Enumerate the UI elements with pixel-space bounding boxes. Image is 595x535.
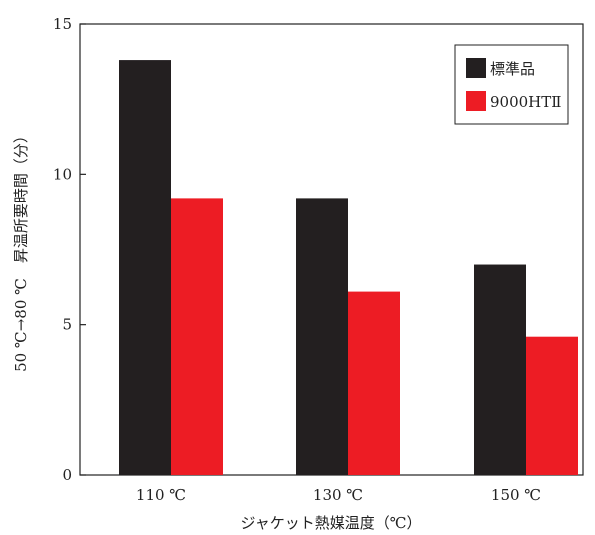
- y-axis-title: 50 ℃→80 ℃ 昇温所要時間（分）: [12, 128, 30, 372]
- y-tick-label: 5: [62, 316, 72, 334]
- x-tick-label: 150 ℃: [491, 486, 541, 504]
- x-axis-title: ジャケット熱媒温度（℃）: [240, 514, 421, 532]
- bar-series-2: [171, 198, 223, 476]
- y-tick-label: 10: [53, 165, 72, 183]
- bar-series-2: [526, 336, 578, 475]
- legend-label-series-2: 9000HTⅡ: [490, 93, 561, 111]
- legend-frame: [454, 44, 569, 125]
- bar-series-1: [119, 60, 171, 476]
- bar-series-2: [348, 291, 400, 475]
- x-tick-label: 110 ℃: [136, 486, 186, 504]
- y-tick-label: 0: [62, 466, 72, 484]
- legend-swatch-series-1: [466, 58, 486, 78]
- legend-swatch-series-2: [466, 91, 486, 111]
- bars: [119, 60, 578, 476]
- y-axis-ticks: 0 5 10 15: [53, 15, 86, 484]
- legend-label-series-1: 標準品: [490, 60, 535, 78]
- x-tick-label: 130 ℃: [313, 486, 363, 504]
- x-axis-tick-labels: 110 ℃ 130 ℃ 150 ℃: [136, 486, 541, 504]
- legend: 標準品 9000HTⅡ: [454, 44, 569, 125]
- bar-series-1: [474, 264, 526, 475]
- y-tick-label: 15: [53, 15, 72, 33]
- bar-series-1: [296, 198, 348, 476]
